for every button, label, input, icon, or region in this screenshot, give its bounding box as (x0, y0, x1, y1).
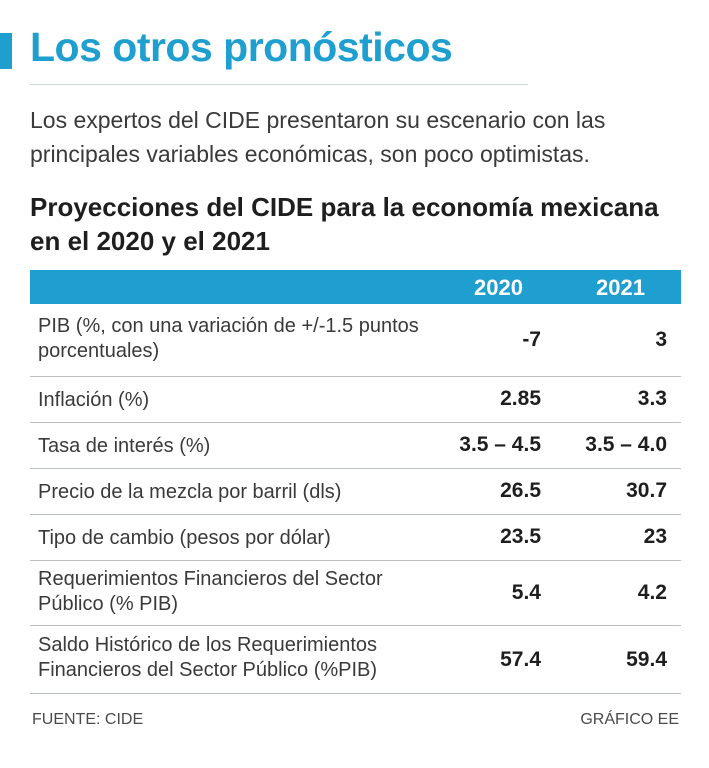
row-value-2021: 4.2 (637, 581, 667, 604)
page-title: Los otros pronósticos (30, 24, 453, 70)
row-label: Saldo Histórico de los Requerimientos Fi… (38, 634, 378, 681)
source-note: FUENTE: CIDE (32, 711, 144, 728)
row-value-2020: 3.5 – 4.5 (459, 433, 541, 456)
row-value-2021: 3 (655, 328, 667, 351)
row-label: Tasa de interés (%) (38, 435, 211, 457)
row-value-2020: 23.5 (500, 525, 541, 548)
graphic-credit: GRÁFICO EE (580, 711, 679, 728)
table-title: Proyecciones del CIDE para la economía m… (30, 192, 659, 256)
row-label: Requerimientos Financieros del Sector Pú… (38, 568, 383, 615)
row-value-2020: 26.5 (500, 479, 541, 502)
row-value-2020: -7 (522, 328, 541, 351)
table-row: Tasa de interés (%) 3.5 – 4.5 3.5 – 4.0 (30, 423, 681, 469)
row-value-2020: 5.4 (511, 581, 541, 604)
row-value-2021: 30.7 (626, 479, 667, 502)
row-value-2020: 2.85 (500, 387, 541, 410)
table-row: Saldo Histórico de los Requerimientos Fi… (30, 626, 681, 694)
row-value-2021: 3.5 – 4.0 (585, 433, 667, 456)
table-row: Tipo de cambio (pesos por dólar) 23.5 23 (30, 515, 681, 561)
table-row: PIB (%, con una variación de +/-1.5 punt… (30, 304, 681, 377)
row-value-2021: 23 (643, 525, 667, 548)
projections-table: 2020 2021 PIB (%, con una variación de +… (30, 270, 681, 694)
row-label: Precio de la mezcla por barril (dls) (38, 481, 342, 503)
table-row: Requerimientos Financieros del Sector Pú… (30, 561, 681, 626)
column-header-2020: 2020 (474, 275, 523, 300)
title-accent-bar (0, 33, 12, 69)
title-divider (30, 84, 528, 85)
row-label: Tipo de cambio (pesos por dólar) (38, 527, 331, 549)
row-label: PIB (%, con una variación de +/-1.5 punt… (38, 315, 419, 362)
row-label: Inflación (%) (38, 389, 150, 411)
row-value-2021: 59.4 (626, 648, 667, 671)
table-row: Inflación (%) 2.85 3.3 (30, 377, 681, 423)
row-value-2020: 57.4 (500, 648, 541, 671)
table-row: Precio de la mezcla por barril (dls) 26.… (30, 469, 681, 515)
column-header-2021: 2021 (596, 275, 645, 300)
page-subtitle: Los expertos del CIDE presentaron su esc… (30, 107, 606, 167)
row-value-2021: 3.3 (637, 387, 667, 410)
table-header: 2020 2021 (30, 270, 681, 304)
